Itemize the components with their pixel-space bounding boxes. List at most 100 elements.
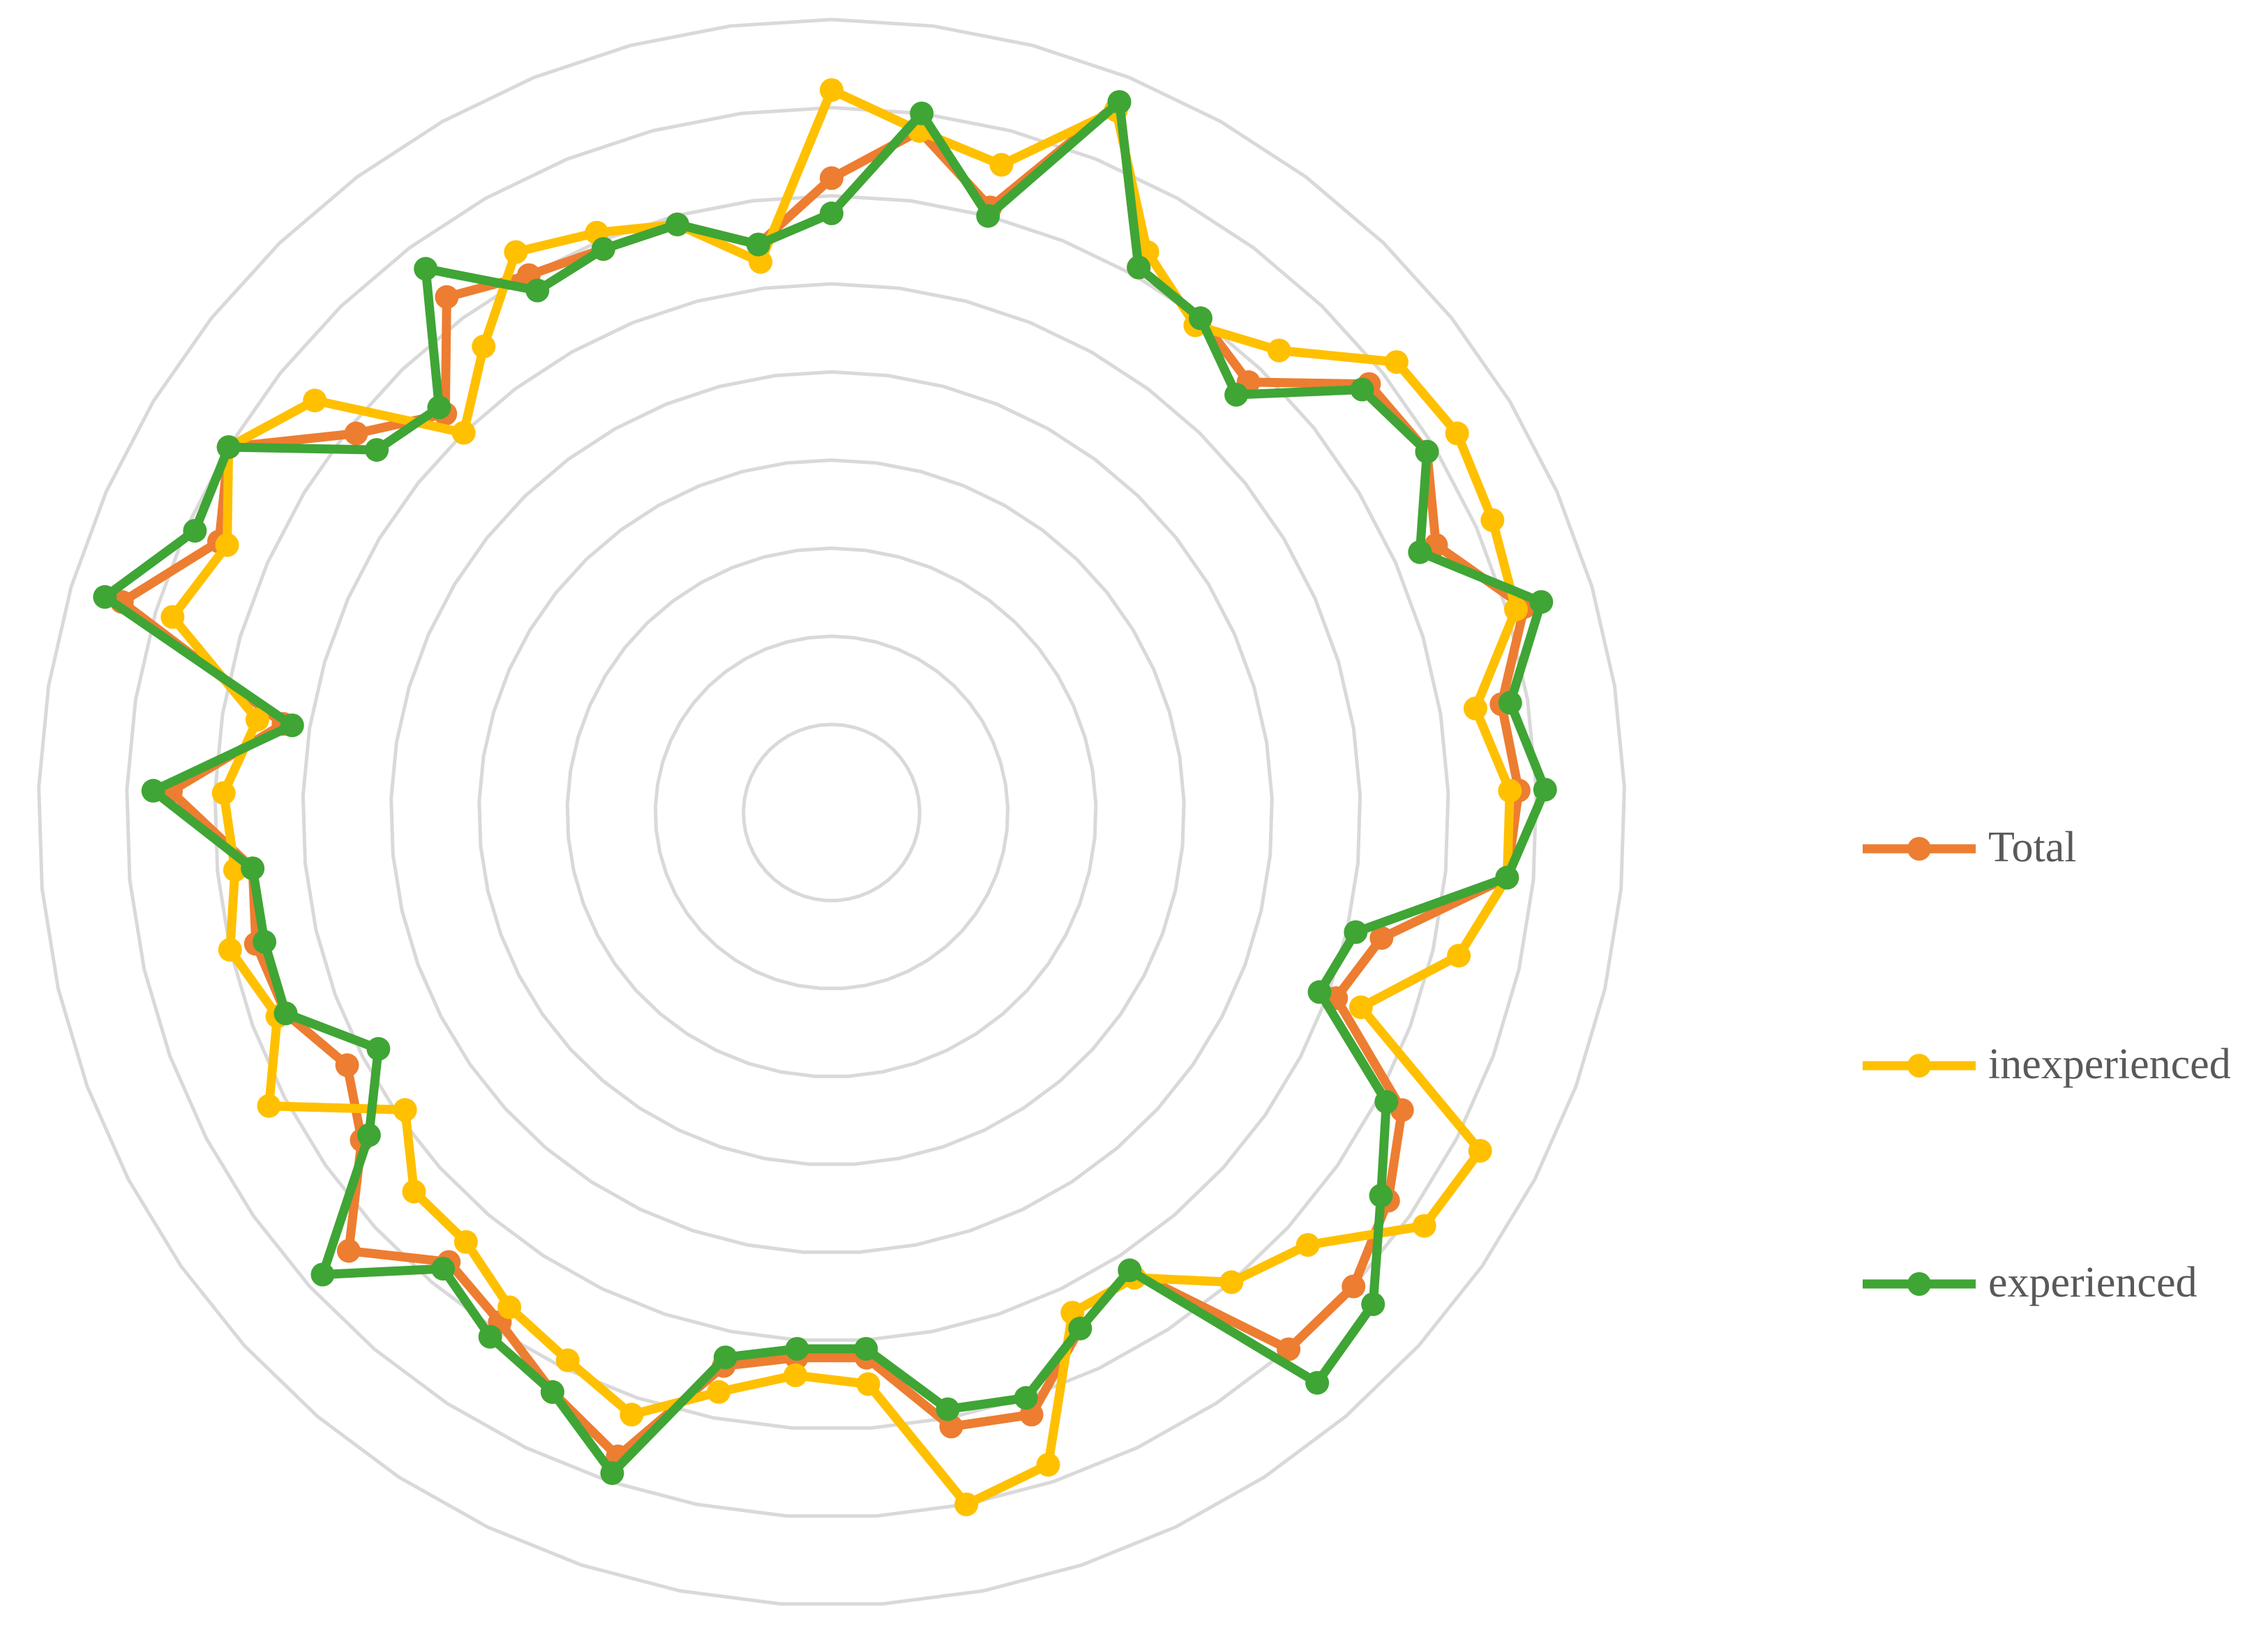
data-point — [427, 395, 451, 420]
data-point — [1480, 508, 1505, 532]
data-point — [1529, 590, 1554, 614]
data-point — [435, 285, 459, 309]
data-point — [856, 1372, 880, 1396]
series-line — [100, 97, 1550, 1478]
data-point — [451, 421, 476, 445]
data-point — [1374, 1089, 1399, 1114]
data-point — [303, 388, 327, 413]
data-point — [591, 237, 615, 261]
data-point — [1342, 1274, 1366, 1299]
data-point — [497, 1295, 522, 1320]
data-point — [365, 438, 389, 462]
data-point — [1498, 690, 1522, 715]
data-point — [976, 204, 1000, 228]
data-point — [1344, 920, 1368, 944]
data-point — [525, 278, 550, 303]
series — [93, 90, 1557, 1486]
data-point — [1361, 1292, 1385, 1316]
data-point — [910, 101, 934, 126]
data-point — [1349, 995, 1373, 1020]
data-point — [1384, 350, 1409, 375]
legend: Total inexperienced experienced — [1863, 824, 2231, 1306]
data-point — [820, 78, 843, 103]
data-point — [1495, 866, 1519, 890]
legend-label: Total — [1988, 824, 2077, 871]
grid-ring — [125, 105, 1538, 1518]
data-point — [1445, 421, 1469, 446]
data-point — [989, 153, 1014, 177]
data-point — [555, 1348, 580, 1373]
data-point — [785, 1337, 809, 1361]
data-point — [393, 1098, 417, 1122]
data-point — [1188, 306, 1212, 331]
data-point — [936, 1397, 960, 1421]
data-point — [183, 519, 207, 543]
data-point — [241, 856, 265, 881]
data-point — [1118, 1258, 1142, 1283]
data-point — [141, 778, 165, 803]
data-point — [1307, 980, 1332, 1004]
data-point — [1447, 944, 1471, 968]
data-point — [1267, 338, 1291, 363]
data-point — [1127, 255, 1151, 280]
data-point — [1412, 1214, 1436, 1238]
data-point — [93, 584, 117, 609]
grid-ring — [653, 634, 1010, 990]
data-point — [540, 1380, 564, 1404]
data-point — [1415, 439, 1439, 464]
legend-marker — [1907, 1054, 1931, 1078]
data-point — [1498, 778, 1522, 803]
data-point — [1350, 377, 1374, 402]
data-point — [1369, 1184, 1393, 1208]
data-point — [344, 421, 368, 446]
data-point — [1224, 383, 1249, 407]
data-point — [600, 1461, 624, 1486]
data-point — [1277, 1337, 1301, 1361]
series-line — [167, 85, 1521, 1509]
data-point — [665, 212, 689, 236]
data-point — [472, 334, 496, 358]
data-point — [453, 1230, 478, 1254]
data-point — [746, 232, 770, 257]
data-point — [211, 781, 236, 806]
data-point — [431, 1257, 456, 1281]
grid-ring — [742, 723, 922, 902]
data-point — [1468, 1139, 1492, 1163]
data-point — [1036, 1453, 1060, 1477]
data-point — [820, 166, 843, 190]
data-point — [1014, 1386, 1038, 1410]
data-point — [707, 1380, 731, 1404]
data-point — [1068, 1316, 1092, 1340]
data-point — [1504, 597, 1528, 621]
series — [160, 78, 1528, 1516]
data-point — [253, 930, 277, 954]
data-point — [216, 435, 241, 460]
data-point — [218, 937, 242, 962]
data-point — [280, 713, 304, 737]
data-point — [619, 1403, 644, 1427]
data-point — [1533, 778, 1557, 802]
legend-marker — [1907, 1272, 1931, 1296]
data-point — [356, 1123, 381, 1147]
data-point — [854, 1337, 878, 1361]
data-point — [335, 1053, 359, 1078]
data-point — [713, 1345, 737, 1370]
data-point — [402, 1179, 426, 1204]
grid-ring — [301, 282, 1362, 1342]
data-point — [504, 240, 528, 264]
grid-ring — [477, 458, 1186, 1166]
data-point — [245, 707, 269, 732]
data-point — [160, 605, 185, 629]
grid-ring — [37, 17, 1626, 1606]
data-point — [273, 1002, 298, 1025]
legend-label: experienced — [1988, 1259, 2197, 1306]
data-point — [1107, 90, 1132, 114]
grid-ring — [213, 194, 1450, 1430]
data-point — [366, 1036, 391, 1061]
data-point — [1305, 1370, 1330, 1395]
data-point — [783, 1363, 808, 1387]
data-point — [1463, 696, 1487, 720]
data-point — [414, 257, 438, 281]
